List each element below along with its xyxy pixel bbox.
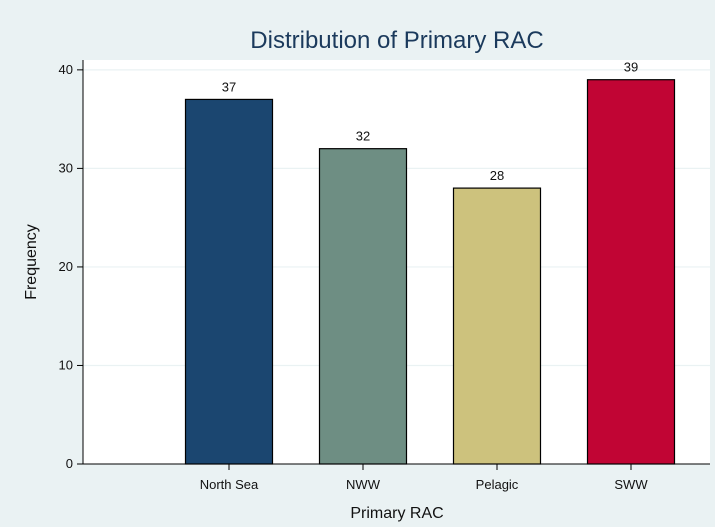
chart-title: Distribution of Primary RAC: [250, 27, 543, 54]
data-label-north-sea: 37: [222, 79, 236, 94]
bar-north-sea: [184, 98, 274, 465]
data-label-pelagic: 28: [490, 168, 504, 183]
data-label-sww: 39: [624, 60, 638, 75]
data-label-nww: 32: [356, 129, 370, 144]
y-tick-label-20: 20: [59, 259, 73, 274]
y-tick-label-10: 10: [59, 357, 73, 372]
y-axis-title: Frequency: [23, 224, 40, 300]
axes: 0 10 20 30 40 North Sea NWW Pelagic SWW: [59, 60, 710, 492]
y-tick-label-40: 40: [59, 62, 73, 77]
bars: 37 32 28 39: [184, 60, 676, 465]
y-tick-label-0: 0: [66, 456, 73, 471]
bar-sww: [586, 79, 676, 465]
bar-pelagic: [452, 187, 542, 465]
bar-nww: [318, 148, 408, 465]
x-tick-label-pelagic: Pelagic: [476, 477, 519, 492]
y-tick-label-30: 30: [59, 160, 73, 175]
x-tick-label-sww: SWW: [614, 477, 648, 492]
x-tick-label-north-sea: North Sea: [200, 477, 259, 492]
x-axis-title: Primary RAC: [350, 505, 443, 522]
x-tick-label-nww: NWW: [346, 477, 381, 492]
